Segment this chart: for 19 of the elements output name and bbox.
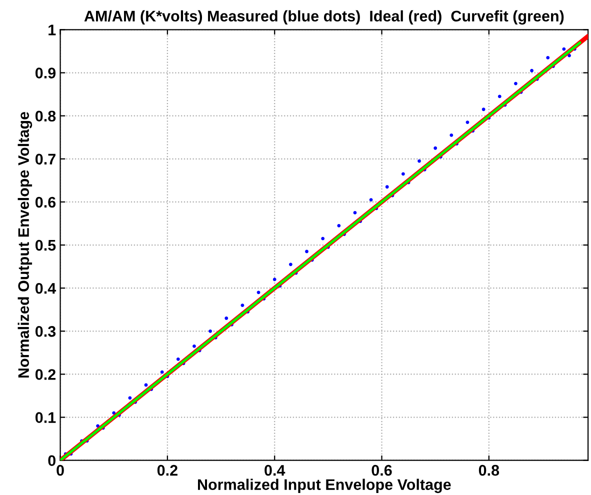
y-tick-label: 0.4 [35, 282, 56, 294]
chart-title: AM/AM (K*volts) Measured (blue dots) Ideal (red) Curvefit (green) [84, 10, 564, 25]
y-tick-label: 0.1 [35, 412, 56, 423]
x-tick-label: 0.8 [478, 464, 500, 476]
y-tick-label: 0.6 [35, 196, 56, 208]
y-tick-label: 0.5 [35, 240, 56, 251]
y-tick-label: 0.8 [35, 110, 56, 122]
y-tick-label: 0 [48, 455, 56, 466]
x-tick-label: 0.6 [372, 464, 392, 476]
y-tick-label: 0.7 [35, 154, 56, 165]
y-axis-title: Normalized Output Envelope Voltage [18, 112, 32, 378]
y-tick-label: 0.9 [35, 68, 56, 78]
x-tick-label: 0.4 [264, 464, 286, 476]
x-tick-label: 0.2 [157, 464, 178, 476]
y-tick-label: 1 [48, 24, 56, 36]
y-tick-label: 0.2 [35, 369, 56, 380]
x-axis-title: Normalized Input Envelope Voltage [198, 478, 451, 494]
y-tick-label: 0.3 [35, 326, 56, 337]
x-tick-label: 0 [56, 464, 64, 476]
